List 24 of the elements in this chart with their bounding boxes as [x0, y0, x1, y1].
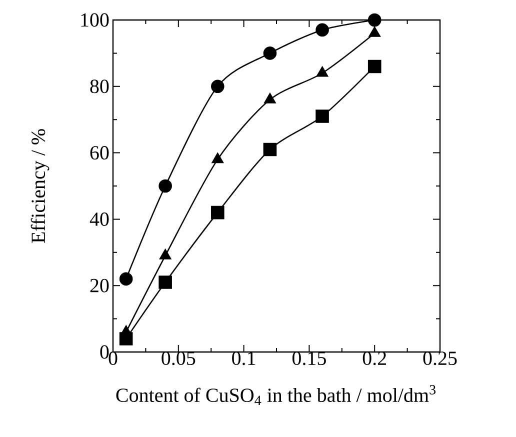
point [368, 60, 382, 74]
x-tick-label: 0.25 [423, 352, 457, 366]
y-tick-label: 80 [90, 80, 109, 94]
point [263, 142, 277, 156]
point [316, 66, 328, 77]
point [368, 26, 380, 37]
point [158, 179, 172, 193]
x-axis-title: Content of CuSO$_{4}$ in the bath / mol/dm$^{3}$ [116, 385, 436, 405]
y-tick-label: 40 [90, 212, 109, 226]
y-axis-title: Efficiency / % [30, 129, 50, 243]
point [368, 13, 382, 27]
point [119, 272, 133, 286]
y-tick-label: 60 [90, 146, 109, 160]
point [158, 276, 172, 289]
point [316, 110, 329, 123]
point [159, 249, 172, 260]
point [316, 23, 329, 37]
point [210, 206, 224, 220]
point [212, 152, 224, 164]
point [210, 80, 224, 94]
y-tick-label: 100 [81, 13, 109, 27]
point [263, 46, 277, 60]
y-tick-label: 20 [90, 278, 109, 292]
point [264, 93, 276, 104]
